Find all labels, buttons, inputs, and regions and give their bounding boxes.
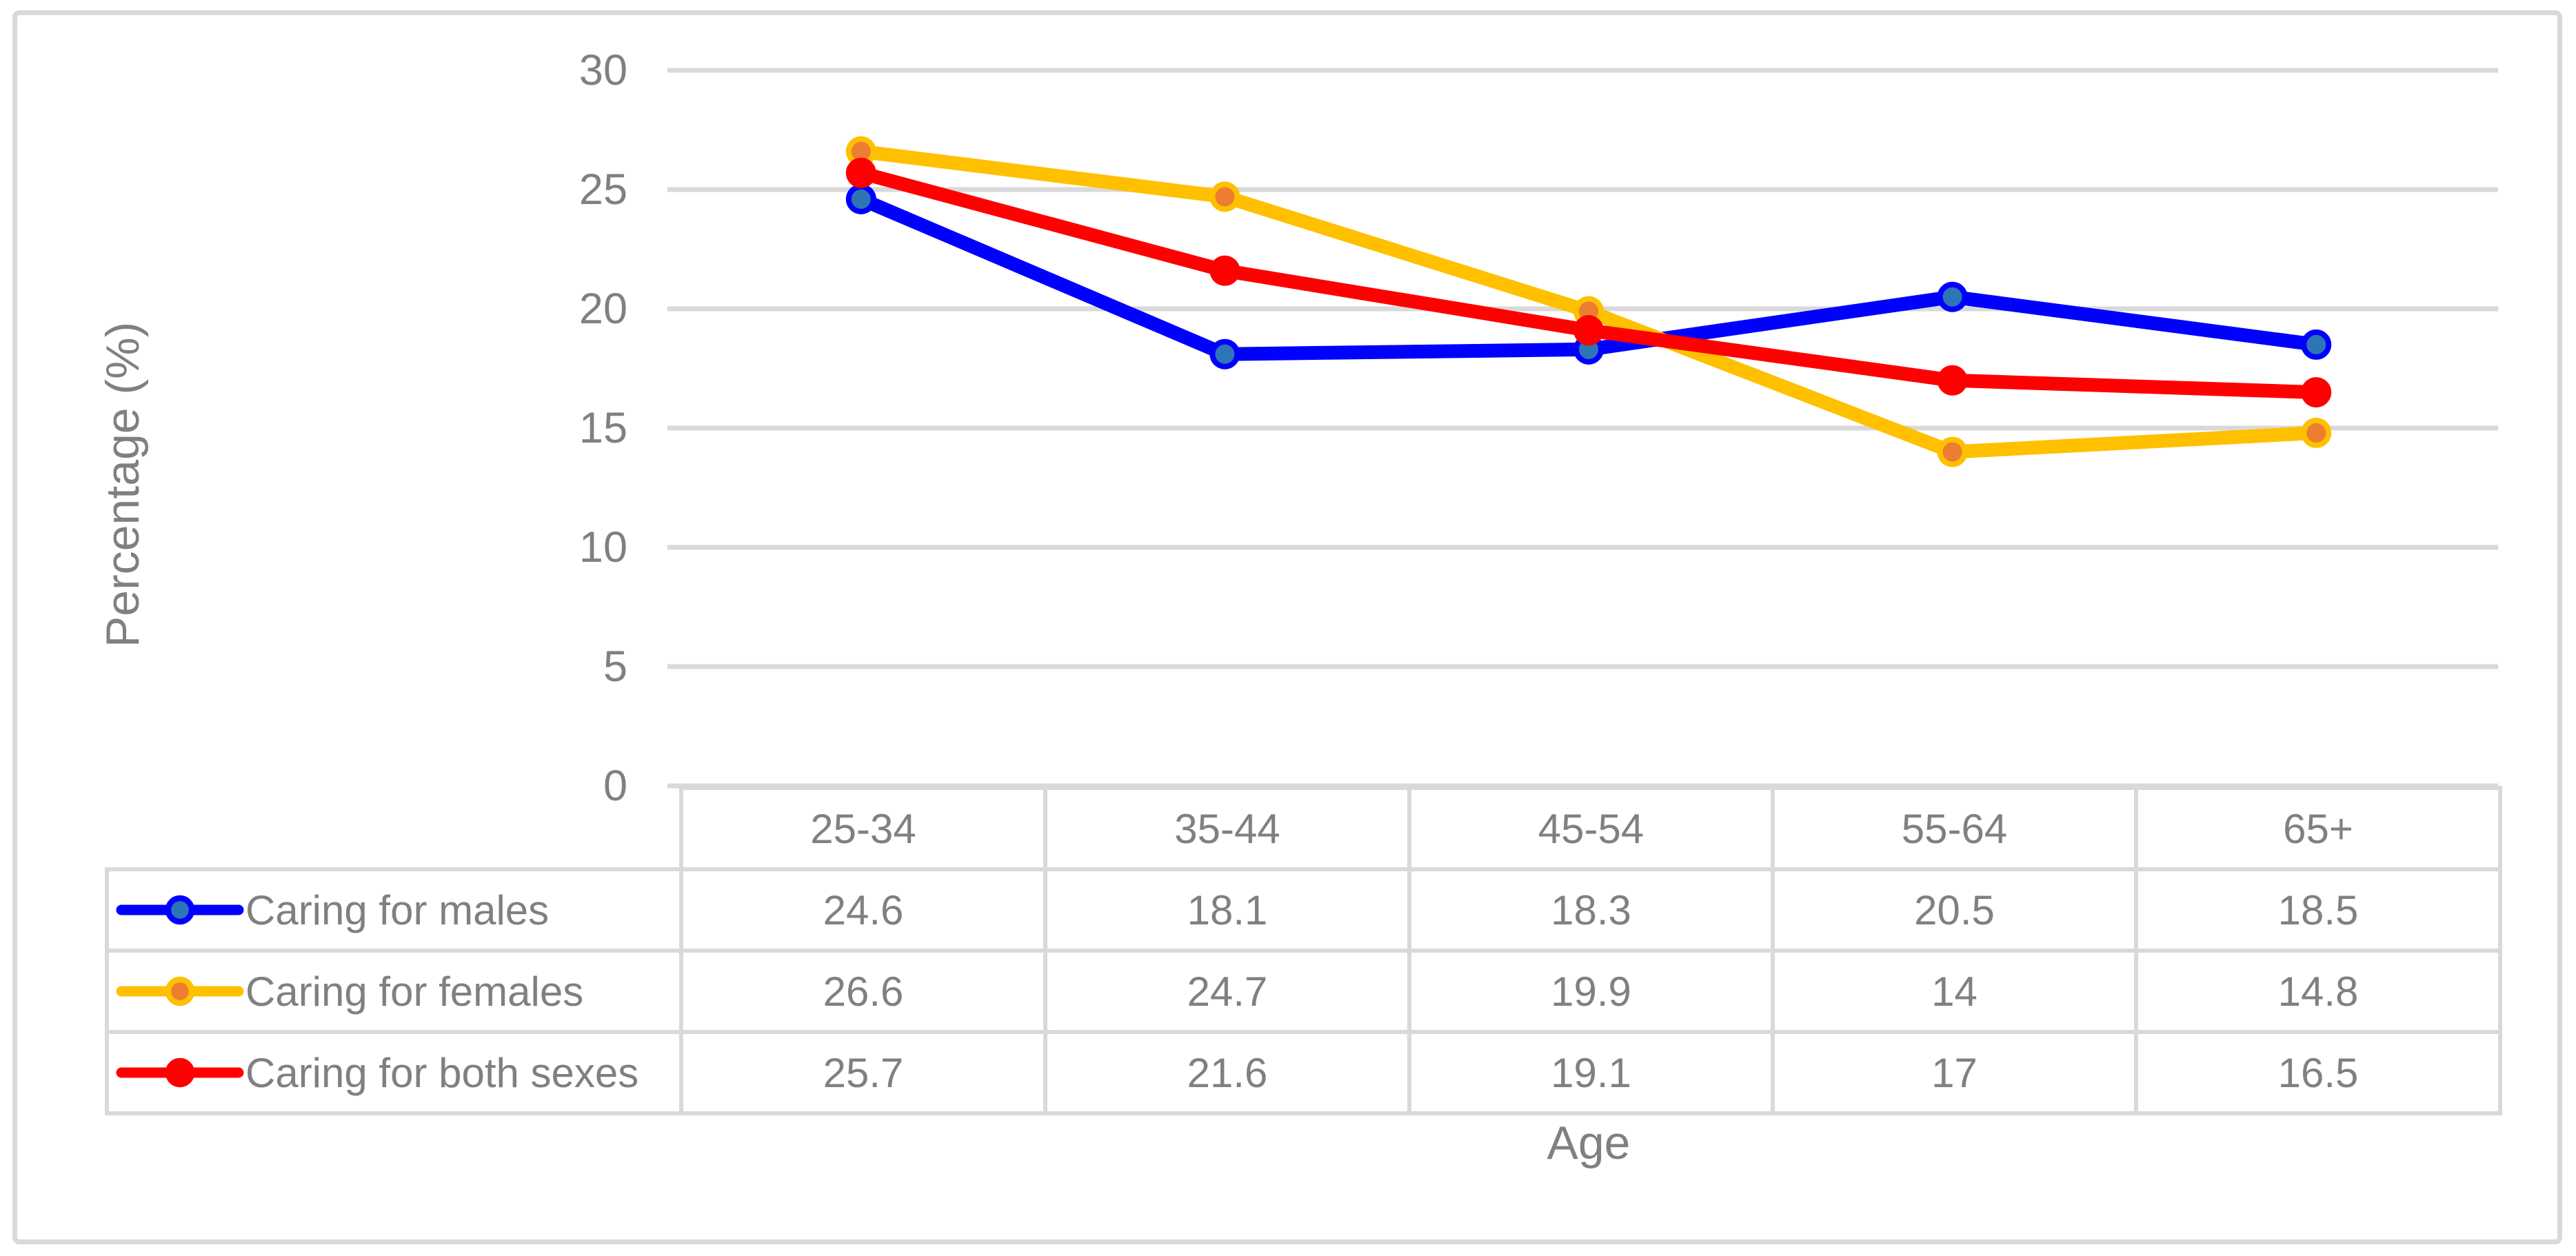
table-cell: 14 (1771, 949, 2138, 1034)
table-cell: 18.3 (1407, 867, 1775, 953)
legend-cell: Caring for males (105, 867, 683, 953)
column-header: 65+ (2134, 786, 2502, 871)
table-cell: 24.6 (679, 867, 1047, 953)
table-cell: 20.5 (1771, 867, 2138, 953)
table-cell: 21.6 (1043, 1030, 1411, 1115)
table-cell: 26.6 (679, 949, 1047, 1034)
series-males-legend-icon (116, 895, 244, 925)
table-cell: 25.7 (679, 1030, 1047, 1115)
data-point-marker (1209, 255, 1240, 286)
table-row: Caring for females 26.6 24.7 19.9 14 14.… (105, 949, 2502, 1034)
series-label: Caring for females (245, 968, 584, 1015)
y-axis-tick-label: 10 (578, 523, 627, 571)
y-axis-tick-label: 0 (603, 762, 627, 810)
column-header: 55-64 (1771, 786, 2138, 871)
series-label: Caring for both sexes (245, 1049, 639, 1096)
table-cell: 16.5 (2134, 1030, 2502, 1115)
data-point-marker (1937, 281, 1968, 312)
data-point-marker (1209, 338, 1240, 369)
legend-cell: Caring for both sexes (105, 1030, 683, 1115)
table-cell: 24.7 (1043, 949, 1411, 1034)
table-cell: 17 (1771, 1030, 2138, 1115)
x-axis-title: Age (1547, 1117, 1631, 1169)
legend-cell: Caring for females (105, 949, 683, 1034)
table-cell: 19.1 (1407, 1030, 1775, 1115)
data-point-marker (1937, 436, 1968, 467)
table-cell: 14.8 (2134, 949, 2502, 1034)
column-header: 45-54 (1407, 786, 1775, 871)
y-axis-tick-label: 20 (578, 285, 627, 333)
series-label: Caring for males (245, 887, 550, 933)
y-axis-tick-label: 30 (578, 46, 627, 94)
y-axis-tick-label: 15 (578, 404, 627, 452)
data-point-marker (2301, 377, 2332, 408)
data-point-marker (2301, 417, 2332, 448)
data-table: 25-34 35-44 45-54 55-64 65+ Caring for m… (105, 786, 2502, 1115)
column-header: 25-34 (679, 786, 1047, 871)
table-header-row: 25-34 35-44 45-54 55-64 65+ (107, 786, 2502, 871)
data-point-marker (1937, 365, 1968, 396)
series-both-sexes-legend-icon (116, 1057, 244, 1088)
data-point-marker (845, 157, 876, 188)
table-cell: 18.1 (1043, 867, 1411, 953)
table-row: Caring for males 24.6 18.1 18.3 20.5 18.… (105, 867, 2502, 953)
y-axis-tick-label: 5 (603, 642, 627, 691)
data-point-marker (845, 183, 876, 214)
table-cell: 18.5 (2134, 867, 2502, 953)
data-point-marker (1209, 181, 1240, 212)
table-cell: 19.9 (1407, 949, 1775, 1034)
table-row: Caring for both sexes 25.7 21.6 19.1 17 … (105, 1030, 2502, 1115)
series-females-legend-icon (116, 976, 244, 1006)
data-point-marker (2301, 329, 2332, 360)
y-axis-tick-label: 25 (578, 165, 627, 214)
table-corner-blank (107, 788, 681, 869)
figure-border (12, 10, 2562, 1244)
column-header: 35-44 (1043, 786, 1411, 871)
data-point-marker (1573, 315, 1604, 346)
